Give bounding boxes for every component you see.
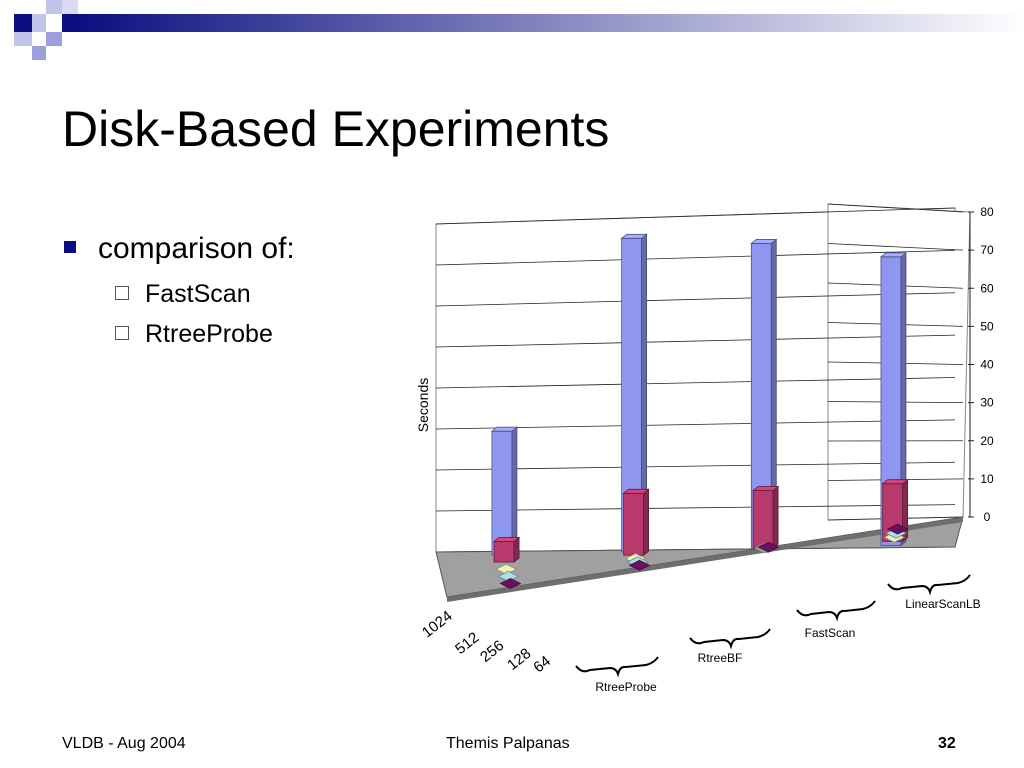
- bar-top-face: [879, 252, 908, 258]
- bar-top-face: [881, 479, 909, 485]
- sub-bullet-text: FastScan: [145, 280, 251, 308]
- bar-RtreeProbe-256: [495, 563, 518, 575]
- y-tick-label: 40: [980, 358, 994, 372]
- bar-side-face: [772, 485, 779, 550]
- group-label: RtreeProbe: [595, 680, 657, 694]
- bar-top-face: [622, 488, 650, 494]
- bar-top-face: [620, 233, 648, 239]
- depth-label: 256: [477, 637, 507, 666]
- footer-page-number: 32: [938, 735, 956, 752]
- gridline: [435, 504, 956, 512]
- bar-FastScan-64: [757, 541, 780, 553]
- bar-front-face: [752, 490, 774, 549]
- bar-marker: [495, 563, 518, 575]
- group-brace: [796, 600, 876, 622]
- bar-marker: [757, 541, 780, 553]
- gridline: [435, 461, 956, 471]
- gridline: [435, 292, 956, 307]
- bar-RtreeProbe-1024: [490, 426, 519, 556]
- bar-front-face: [623, 492, 644, 556]
- gridline: [435, 419, 956, 430]
- bar-marker: [886, 523, 909, 535]
- bar-FastScan-1024: [750, 238, 778, 550]
- hollow-square-bullet-icon: [115, 326, 129, 341]
- gridline: [827, 203, 964, 213]
- bullet-text: comparison of:: [98, 232, 295, 265]
- group-brace: [887, 574, 971, 596]
- y-tick-label: 0: [984, 510, 991, 524]
- footer-conference: VLDB - Aug 2004: [62, 735, 186, 752]
- depth-label: 128: [504, 645, 534, 674]
- group-label: RtreeBF: [698, 651, 743, 665]
- bar-RtreeBF-64: [628, 559, 651, 571]
- bar-front-face: [493, 541, 515, 563]
- gridline: [435, 207, 956, 225]
- group-brace: [689, 628, 771, 650]
- sub-bullet-rtreeprobe: RtreeProbe: [115, 320, 273, 349]
- y-tick-label: 20: [980, 434, 994, 448]
- gridline: [435, 249, 956, 266]
- y-tick-label: 60: [980, 281, 994, 295]
- bar-LinearScanLB-64: [886, 523, 909, 535]
- footer-author: Themis Palpanas: [446, 735, 570, 752]
- y-tick-label: 80: [980, 205, 994, 219]
- bar-top-face: [492, 537, 521, 542]
- y-axis-label: Seconds: [415, 378, 431, 432]
- bar-LinearScanLB-1024: [879, 251, 908, 547]
- bar-top-face: [750, 239, 778, 244]
- depth-label: 64: [530, 653, 554, 677]
- gridline: [435, 377, 956, 389]
- sub-bullet-text: RtreeProbe: [145, 320, 273, 348]
- depth-label: 1024: [419, 607, 456, 641]
- gridline: [435, 334, 956, 348]
- bar-top-face: [751, 486, 780, 491]
- bar-RtreeProbe-128: [497, 570, 520, 582]
- bullet-comparison: comparison of:: [64, 232, 295, 266]
- group-label: FastScan: [805, 626, 856, 640]
- y-tick-label: 30: [980, 396, 994, 410]
- bar-FastScan-512: [751, 485, 780, 550]
- sub-bullet-fastscan: FastScan: [115, 280, 251, 309]
- bar-RtreeProbe-64: [499, 577, 522, 589]
- hollow-square-bullet-icon: [115, 286, 129, 301]
- bar-RtreeBF-512: [622, 488, 650, 557]
- floor-edge: [447, 517, 963, 602]
- bar-marker: [628, 559, 651, 571]
- bar-RtreeProbe-512: [492, 536, 521, 563]
- bar-side-face: [643, 488, 649, 557]
- bar-front-face: [491, 430, 513, 556]
- y-tick-label: 10: [980, 472, 994, 486]
- bar-top-face: [490, 426, 519, 432]
- y-tick-label: 50: [980, 319, 994, 333]
- gridline: [827, 243, 964, 251]
- bar-chart: 01020304050607080102451225612864RtreePro…: [415, 203, 994, 694]
- bar-marker: [499, 577, 522, 589]
- bar-marker: [497, 570, 520, 582]
- header-decoration: [14, 0, 1024, 60]
- square-bullet-icon: [64, 241, 76, 254]
- bar-side-face: [511, 426, 518, 556]
- y-tick-label: 70: [980, 243, 994, 257]
- group-label: LinearScanLB: [905, 597, 980, 611]
- group-brace: [575, 656, 659, 678]
- slide-title: Disk-Based Experiments: [62, 101, 610, 157]
